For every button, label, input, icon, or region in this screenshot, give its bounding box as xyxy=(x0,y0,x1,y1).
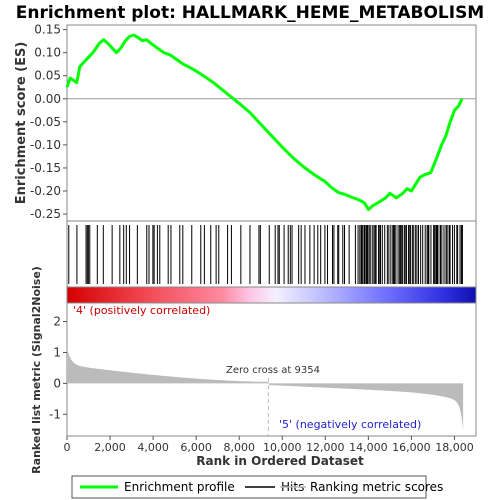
es-y-tick-label: -0.05 xyxy=(30,115,61,129)
es-y-tick-label: -0.15 xyxy=(30,161,61,175)
legend-label-metric: Ranking metric scores xyxy=(310,480,443,494)
x-tick-label: 12,000 xyxy=(306,441,345,454)
x-tick-label: 2,000 xyxy=(94,441,126,454)
es-y-tick-label: -0.25 xyxy=(30,207,61,221)
metric-y-axis-label: Ranked list metric (Signal2Noise) xyxy=(30,266,43,474)
x-tick-label: 10,000 xyxy=(263,441,302,454)
x-axis-label: Rank in Ordered Dataset xyxy=(196,454,364,468)
es-y-tick-label: 0.05 xyxy=(34,69,61,83)
es-y-axis: 0.15 0.10 0.05 0.00 -0.05 -0.10 -0.15 -0.20 -0.2… xyxy=(30,23,67,221)
es-y-axis-label: Enrichment score (ES) xyxy=(14,42,29,205)
x-tick-label: 18,000 xyxy=(435,441,474,454)
chart-title: Enrichment plot: HALLMARK_HEME_METABOLIS… xyxy=(16,3,484,23)
es-panel-frame xyxy=(66,24,477,222)
es-y-tick-label: -0.10 xyxy=(30,138,61,152)
metric-y-tick-label: 2 xyxy=(53,315,61,329)
zero-cross-label: Zero cross at 9354 xyxy=(226,365,320,376)
x-tick-label: 16,000 xyxy=(392,441,431,454)
x-tick-label: 6,000 xyxy=(180,441,212,454)
metric-y-tick-label: 1 xyxy=(53,345,61,359)
x-tick-label: 0 xyxy=(64,441,71,454)
metric-y-axis: 2 1 0 -1 xyxy=(49,315,67,421)
ranking-metric-area xyxy=(67,347,464,430)
es-y-tick-label: 0.15 xyxy=(34,23,61,37)
metric-y-tick-label: -1 xyxy=(49,407,61,421)
hit-markers xyxy=(68,225,463,284)
x-tick-label: 14,000 xyxy=(349,441,388,454)
metric-panel-frame xyxy=(66,302,477,437)
hits-panel-frame xyxy=(66,220,477,288)
x-tick-label: 8,000 xyxy=(223,441,255,454)
legend-label-profile: Enrichment profile xyxy=(124,480,235,494)
enrichment-profile-line xyxy=(65,33,464,211)
legend: Enrichment profile Hits Ranking metric s… xyxy=(71,475,443,499)
positive-correlation-label: '4' (positively correlated) xyxy=(73,304,210,317)
rank-color-bar xyxy=(66,286,477,304)
x-tick-label: 4,000 xyxy=(137,441,169,454)
es-y-tick-label: -0.20 xyxy=(30,184,61,198)
x-axis: 0 2,000 4,000 6,000 8,000 10,000 12,000 14,000 1… xyxy=(64,436,474,454)
es-y-tick-label: 0.00 xyxy=(34,92,61,106)
metric-y-tick-label: 0 xyxy=(53,376,61,390)
negative-correlation-label: '5' (negatively correlated) xyxy=(279,418,421,431)
es-y-tick-label: 0.10 xyxy=(34,46,61,60)
